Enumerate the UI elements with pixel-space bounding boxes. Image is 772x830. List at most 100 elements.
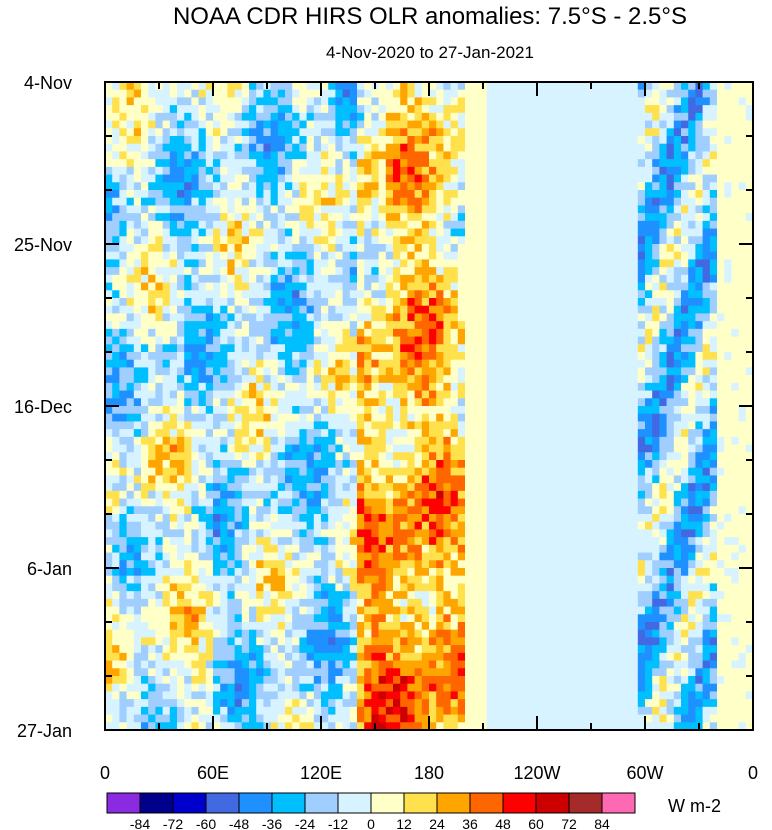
field-cell <box>263 444 272 453</box>
field-cell <box>162 382 171 392</box>
field-cell <box>241 105 250 114</box>
field-cell <box>292 290 300 299</box>
field-cell <box>457 490 466 500</box>
field-cell <box>508 220 516 230</box>
field-cell <box>249 220 257 230</box>
field-cell <box>357 190 365 199</box>
field-cell <box>688 367 696 376</box>
field-cell <box>148 382 156 392</box>
field-cell <box>558 475 567 484</box>
field-cell <box>623 259 632 268</box>
field-cell <box>652 166 660 176</box>
field-cell <box>421 436 430 446</box>
field-cell <box>551 112 560 122</box>
field-cell <box>198 398 207 407</box>
field-cell <box>277 467 286 477</box>
field-cell <box>601 375 610 384</box>
field-cell <box>544 390 552 399</box>
field-cell <box>241 498 250 507</box>
field-cell <box>155 190 164 199</box>
field-cell <box>450 321 459 330</box>
field-cell <box>364 251 372 261</box>
field-cell <box>486 197 495 207</box>
field-cell <box>695 151 704 160</box>
field-cell <box>472 174 480 183</box>
field-cell <box>357 220 365 230</box>
field-cell <box>493 89 502 99</box>
field-cell <box>587 321 596 330</box>
field-cell <box>630 429 639 438</box>
field-cell <box>637 213 646 222</box>
field-cell <box>457 467 466 477</box>
field-cell <box>457 444 466 453</box>
field-cell <box>105 82 113 91</box>
field-cell <box>443 328 452 338</box>
field-cell <box>450 228 459 237</box>
field-cell <box>270 267 279 276</box>
field-cell <box>119 429 128 438</box>
field-cell <box>450 220 459 230</box>
field-cell <box>652 344 660 353</box>
field-cell <box>400 151 408 160</box>
field-cell <box>198 105 207 114</box>
field-cell <box>673 267 682 276</box>
field-cell <box>479 228 488 237</box>
field-cell <box>601 143 610 153</box>
field-cell <box>299 429 308 438</box>
field-cell <box>148 290 156 299</box>
field-cell <box>191 143 200 153</box>
field-cell <box>198 166 207 176</box>
field-cell <box>184 375 192 384</box>
field-cell <box>637 166 646 176</box>
field-cell <box>220 143 228 153</box>
field-cell <box>378 244 387 253</box>
field-cell <box>731 213 740 222</box>
field-cell <box>378 228 387 237</box>
field-cell <box>580 236 588 245</box>
field-cell <box>141 359 149 369</box>
field-cell <box>738 105 747 114</box>
field-cell <box>702 382 711 392</box>
field-cell <box>133 436 142 446</box>
field-cell <box>364 89 372 99</box>
field-cell <box>414 259 423 268</box>
field-cell <box>141 82 149 91</box>
field-cell <box>573 336 581 345</box>
field-cell <box>119 174 128 183</box>
field-cell <box>155 236 164 245</box>
field-cell <box>321 352 329 361</box>
field-cell <box>177 359 185 369</box>
field-cell <box>630 328 639 338</box>
field-cell <box>429 398 437 407</box>
field-cell <box>623 313 632 322</box>
field-cell <box>479 159 488 168</box>
field-cell <box>357 413 365 423</box>
field-cell <box>378 298 387 307</box>
field-cell <box>565 344 574 353</box>
field-cell <box>522 359 531 369</box>
field-cell <box>306 460 315 469</box>
field-cell <box>256 151 264 160</box>
field-cell <box>177 267 185 276</box>
field-cell <box>731 352 740 361</box>
field-cell <box>558 390 567 399</box>
field-cell <box>522 251 531 261</box>
field-cell <box>731 282 740 291</box>
field-cell <box>695 174 704 183</box>
field-cell <box>508 398 516 407</box>
field-cell <box>241 244 250 253</box>
field-cell <box>493 421 502 430</box>
field-cell <box>421 259 430 268</box>
field-cell <box>227 506 236 515</box>
field-cell <box>234 205 243 214</box>
field-cell <box>400 352 408 361</box>
field-cell <box>299 375 308 384</box>
field-cell <box>695 244 704 253</box>
field-cell <box>263 244 272 253</box>
field-cell <box>234 398 243 407</box>
field-cell <box>105 143 113 153</box>
field-cell <box>609 151 617 160</box>
field-cell <box>695 390 704 399</box>
field-cell <box>501 498 509 507</box>
field-cell <box>429 105 437 114</box>
